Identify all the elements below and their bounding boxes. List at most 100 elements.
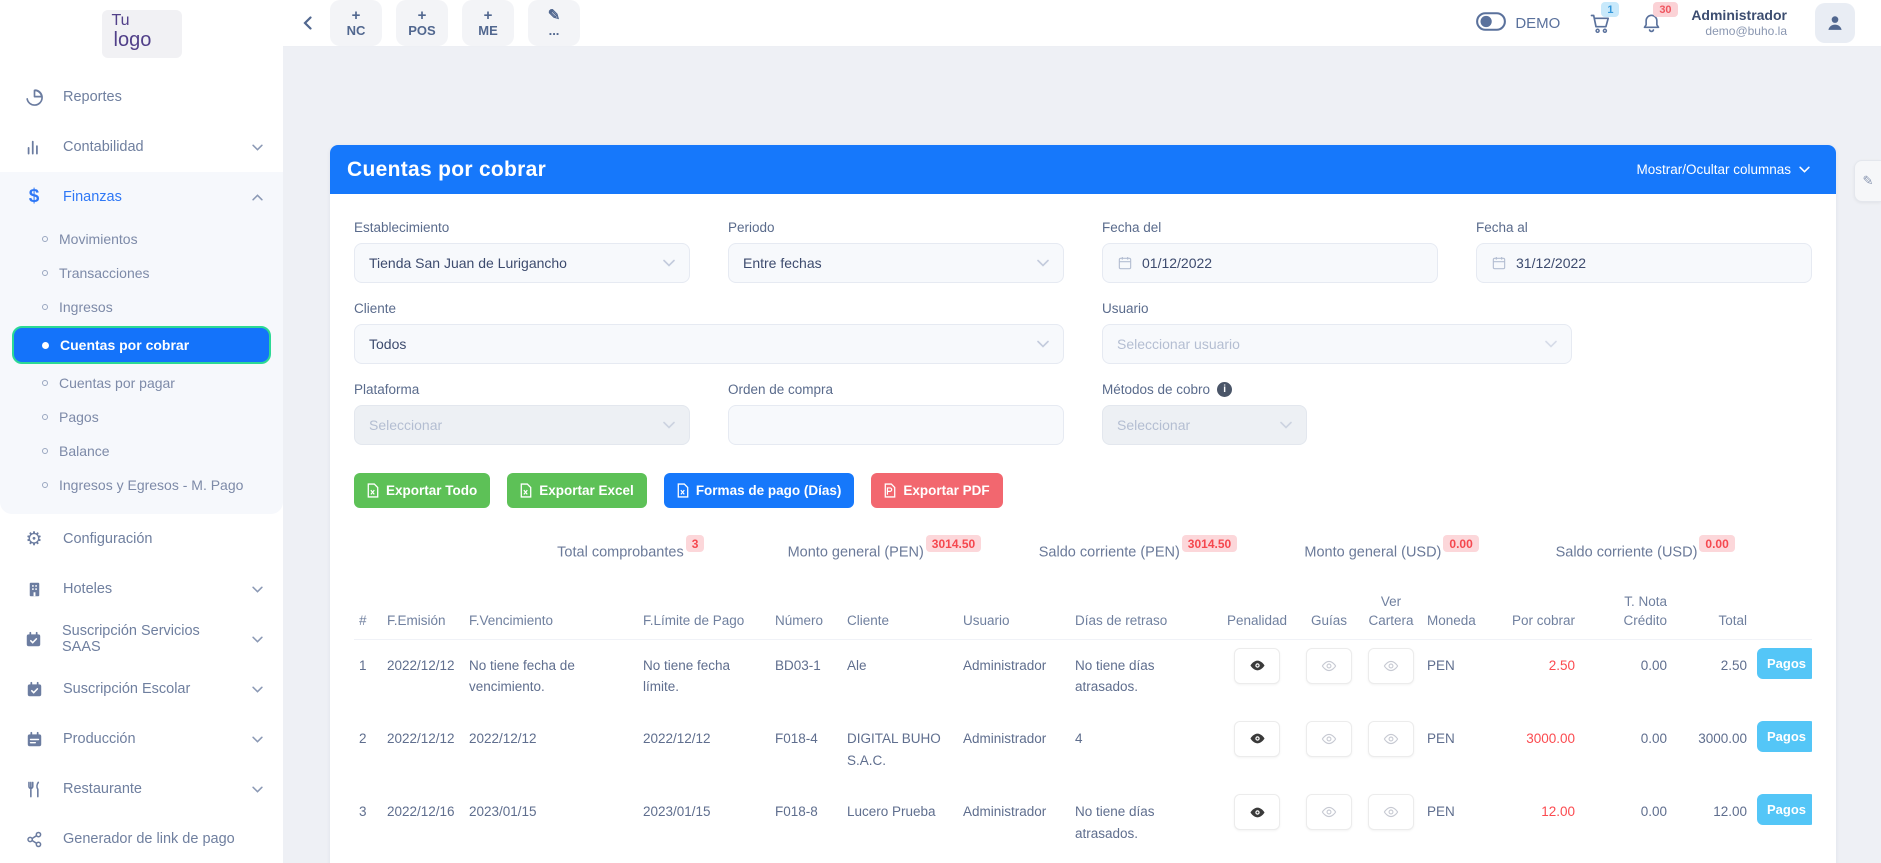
demo-toggle[interactable]: DEMO — [1476, 11, 1561, 35]
edit-more-button[interactable]: ✎ ... — [528, 0, 580, 46]
summary-stats: Total comprobantes3 Monto general (PEN)3… — [504, 535, 1772, 561]
cell-emision: 2022/12/12 — [387, 657, 455, 673]
floating-widget[interactable]: ✎ — [1854, 160, 1881, 202]
guias-eye-button[interactable] — [1306, 794, 1352, 831]
establecimiento-select[interactable]: Tienda San Juan de Lurigancho — [354, 243, 690, 283]
sidebar-item-hoteles[interactable]: Hoteles — [0, 564, 283, 614]
cell-limite: No tiene fecha límite. — [643, 657, 731, 695]
guias-eye-button[interactable] — [1306, 647, 1352, 684]
stat-label: Monto general (USD) — [1304, 544, 1442, 561]
notifications-button[interactable]: 30 — [1640, 2, 1678, 35]
orden-compra-field: Orden de compra — [728, 382, 1064, 445]
sidebar-item-reportes[interactable]: Reportes — [0, 72, 283, 122]
sidebar-item-transacciones[interactable]: Transacciones — [0, 256, 283, 290]
formas-de-pago-button[interactable]: Formas de pago (Días) — [663, 473, 855, 508]
pos-button-label: POS — [408, 23, 436, 39]
sidebar-item-produccion[interactable]: Producción — [0, 714, 283, 764]
exportar-pdf-button[interactable]: Exportar PDF — [871, 473, 1003, 508]
exportar-todo-button[interactable]: Exportar Todo — [354, 473, 491, 508]
filters: Establecimiento Tienda San Juan de Lurig… — [354, 220, 1812, 445]
excel-file-icon — [520, 483, 532, 498]
ver-cartera-eye-button[interactable] — [1368, 720, 1414, 757]
new-me-button[interactable]: + ME — [462, 0, 514, 46]
stat-saldo-corriente-usd: Saldo corriente (USD)0.00 — [1518, 535, 1772, 561]
show-hide-columns-button[interactable]: Mostrar/Ocultar columnas — [1636, 162, 1810, 177]
fecha-al-field: Fecha al 31/12/2022 — [1476, 220, 1812, 283]
ver-cartera-eye-button[interactable] — [1368, 647, 1414, 684]
info-icon[interactable]: i — [1217, 382, 1233, 397]
sidebar-item-ingresos[interactable]: Ingresos — [0, 290, 283, 324]
exportar-pdf-label: Exportar PDF — [903, 483, 990, 498]
eye-icon — [1249, 734, 1265, 744]
sidebar-subitem-label: Pagos — [59, 409, 99, 425]
cell-usuario: Administrador — [963, 730, 1047, 746]
cell-nota-credito: 0.00 — [1640, 804, 1667, 820]
bullet-icon — [42, 304, 48, 310]
sidebar-item-contabilidad[interactable]: Contabilidad — [0, 122, 283, 172]
sidebar-subitem-label: Cuentas por cobrar — [60, 337, 190, 353]
plus-icon: + — [417, 6, 427, 24]
sidebar-item-cuentas-por-cobrar[interactable]: Cuentas por cobrar — [12, 326, 271, 364]
metodos-cobro-select[interactable]: Seleccionar — [1102, 405, 1307, 445]
user-menu[interactable]: Administrador demo@buho.la — [1691, 7, 1787, 40]
col-t-nota-credito: T. Nota Crédito — [1623, 594, 1667, 628]
cliente-select[interactable]: Todos — [354, 324, 1064, 364]
cell-retraso: No tiene días atrasados. — [1075, 804, 1155, 841]
sidebar-item-configuracion[interactable]: ⚙ Configuración — [0, 514, 283, 564]
sidebar-item-generador-link-pago[interactable]: Generador de link de pago — [0, 814, 283, 863]
collapse-sidebar-button[interactable] — [299, 12, 316, 34]
sidebar-item-finanzas[interactable]: $ Finanzas — [0, 172, 283, 222]
sidebar-item-ingresos-egresos[interactable]: Ingresos y Egresos - M. Pago — [0, 468, 283, 502]
calendar-icon — [1492, 257, 1506, 270]
cell-retraso: 4 — [1075, 730, 1083, 746]
pagos-button[interactable]: Pagos — [1757, 794, 1812, 826]
calendar-icon — [1118, 257, 1132, 270]
sidebar-item-movimientos[interactable]: Movimientos — [0, 222, 283, 256]
col-actions — [1752, 585, 1812, 639]
periodo-select[interactable]: Entre fechas — [728, 243, 1064, 283]
person-icon — [1828, 16, 1842, 30]
eye-icon — [1249, 660, 1265, 671]
calendar-icon — [22, 730, 46, 749]
sidebar-item-balance[interactable]: Balance — [0, 434, 283, 468]
usuario-placeholder: Seleccionar usuario — [1117, 336, 1240, 352]
penalidad-eye-button[interactable] — [1234, 720, 1280, 757]
sidebar-item-suscripcion-saas[interactable]: Suscripción Servicios SAAS — [0, 614, 283, 664]
cell-moneda: PEN — [1427, 730, 1455, 746]
sidebar-item-restaurante[interactable]: Restaurante — [0, 764, 283, 814]
toggle-icon — [1476, 11, 1507, 35]
pagos-button[interactable]: Pagos — [1757, 647, 1812, 679]
fecha-del-input[interactable]: 01/12/2022 — [1102, 243, 1438, 283]
cart-badge: 1 — [1601, 2, 1620, 17]
sidebar-item-suscripcion-escolar[interactable]: Suscripción Escolar — [0, 664, 283, 714]
pagos-button[interactable]: Pagos — [1757, 720, 1812, 752]
stat-badge: 3014.50 — [925, 535, 982, 552]
sidebar-item-pagos[interactable]: Pagos — [0, 400, 283, 434]
ver-cartera-eye-button[interactable] — [1368, 794, 1414, 831]
col-num: # — [359, 612, 367, 628]
sidebar-item-cuentas-por-pagar[interactable]: Cuentas por pagar — [0, 366, 283, 400]
orden-compra-input[interactable] — [728, 405, 1064, 445]
plataforma-select[interactable]: Seleccionar — [354, 405, 690, 445]
chevron-down-icon — [252, 586, 263, 593]
fecha-al-input[interactable]: 31/12/2022 — [1476, 243, 1812, 283]
plus-icon: + — [483, 6, 493, 24]
demo-label: DEMO — [1515, 14, 1561, 32]
avatar[interactable] — [1815, 3, 1855, 43]
penalidad-eye-button[interactable] — [1234, 794, 1280, 831]
cart-button[interactable]: 1 — [1588, 2, 1620, 35]
eye-icon — [1321, 660, 1337, 671]
fecha-del-label: Fecha del — [1102, 220, 1162, 235]
exportar-excel-button[interactable]: Exportar Excel — [507, 473, 647, 508]
excel-file-icon — [677, 483, 689, 498]
plataforma-placeholder: Seleccionar — [369, 417, 443, 433]
new-nc-button[interactable]: + NC — [330, 0, 382, 46]
establecimiento-label: Establecimiento — [354, 220, 450, 235]
stat-label: Monto general (PEN) — [787, 544, 924, 561]
new-pos-button[interactable]: + POS — [396, 0, 448, 46]
usuario-select[interactable]: Seleccionar usuario — [1102, 324, 1572, 364]
guias-eye-button[interactable] — [1306, 720, 1352, 757]
sidebar-item-label: Reportes — [63, 89, 122, 105]
sidebar-item-label: Suscripción Servicios SAAS — [62, 623, 200, 655]
penalidad-eye-button[interactable] — [1234, 647, 1280, 684]
